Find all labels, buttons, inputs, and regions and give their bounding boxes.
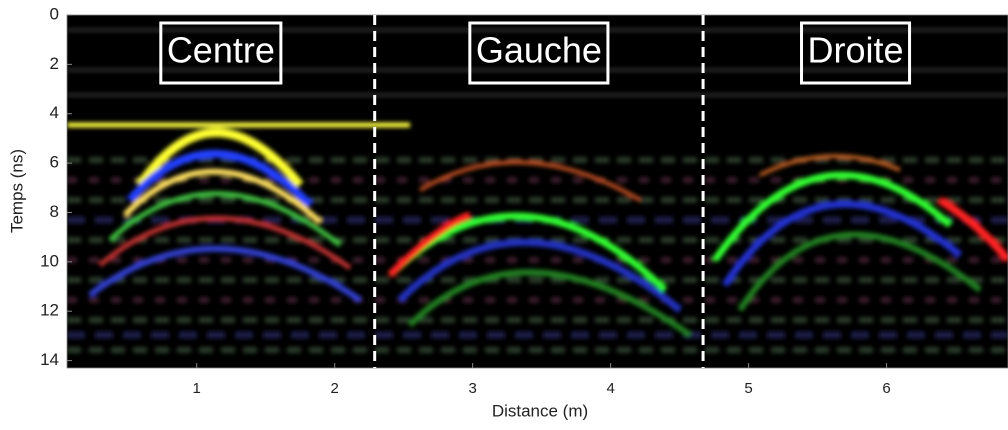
x-tick-label: 6 [882,380,890,397]
y-tick-label: 12 [40,301,59,320]
x-tick-label: 5 [744,380,752,397]
y-tick-label: 14 [40,350,59,369]
region-box [468,21,610,85]
region-label: Droite [808,30,904,71]
radargram [67,28,1008,353]
y-tick-label: 2 [50,54,59,73]
y-axis-label: Temps (ns) [7,149,26,233]
y-tick-label: 8 [50,202,59,221]
x-axis-label: Distance (m) [492,401,588,420]
region-label: Centre [167,30,275,71]
x-tick-label: 4 [606,380,614,397]
x-tick-label: 2 [331,380,339,397]
region-box [159,21,283,85]
x-tick-label: 1 [193,380,201,397]
region-label: Gauche [476,30,602,71]
y-tick-label: 4 [50,103,59,122]
y-tick-label: 6 [50,153,59,172]
y-tick-label: 0 [50,4,59,23]
plot-frame [66,14,1008,369]
x-tick-label: 3 [468,380,476,397]
y-tick-label: 10 [40,251,59,270]
region-box [800,21,912,85]
